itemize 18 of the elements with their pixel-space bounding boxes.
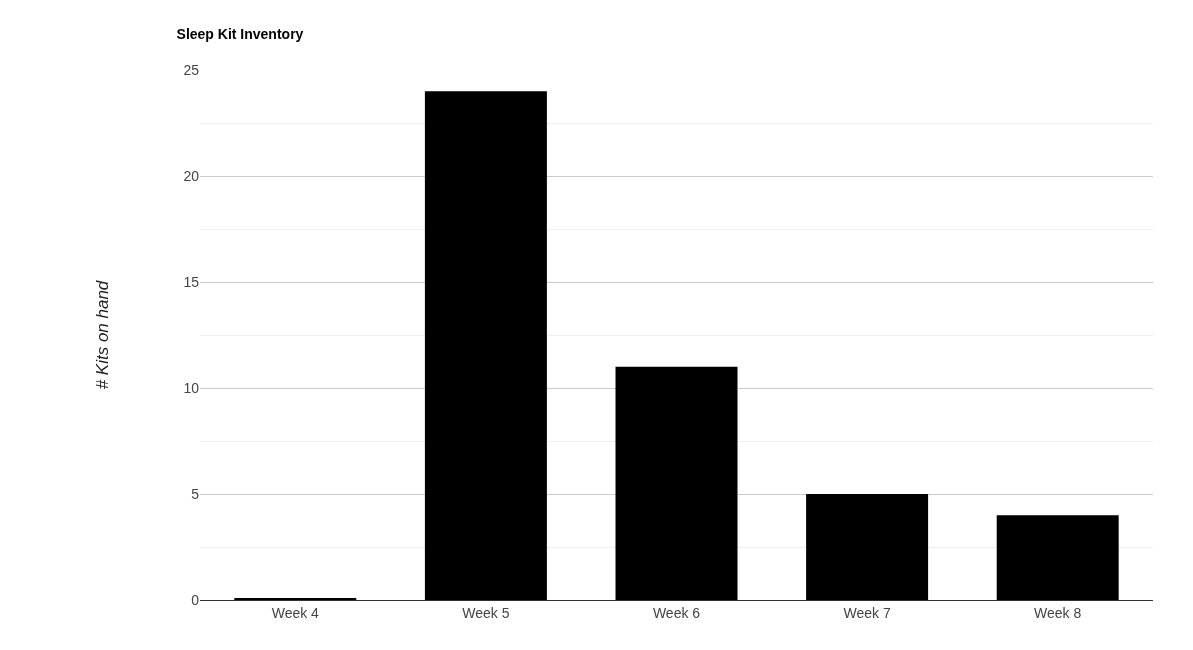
bar (806, 494, 929, 600)
y-tick-label: 10 (183, 379, 200, 396)
bar (234, 597, 357, 600)
x-tick-label: Week 4 (271, 604, 320, 621)
y-tick-label: 20 (183, 167, 200, 184)
x-tick-label: Week 8 (1034, 604, 1082, 621)
x-tick-label: Week 6 (652, 604, 701, 621)
chart-title: Sleep Kit Inventory (176, 26, 304, 43)
y-tick-label: 15 (183, 273, 200, 290)
y-tick-label: 25 (183, 61, 200, 78)
y-axis-title: # Kits on hand (92, 280, 112, 390)
x-tick-label: Week 5 (462, 604, 510, 621)
bar (424, 91, 547, 600)
x-tick-label: Week 7 (843, 604, 891, 621)
y-tick-label: 0 (191, 591, 200, 608)
y-tick-label: 5 (191, 485, 200, 502)
bar (615, 366, 738, 600)
bar (996, 515, 1119, 600)
